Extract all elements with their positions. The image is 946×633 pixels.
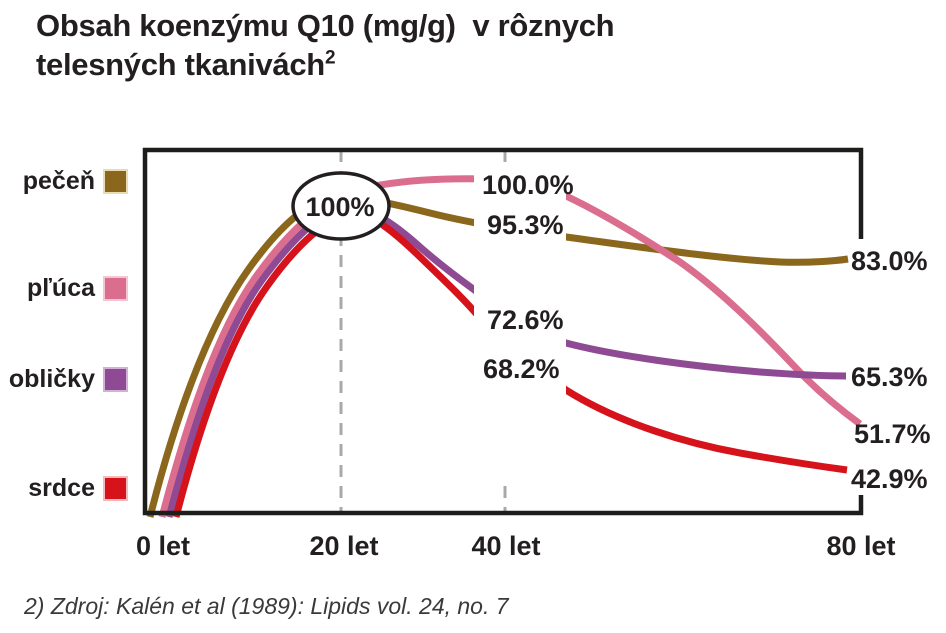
legend-item-oblicky: obličky: [0, 364, 128, 393]
plot-border: [142, 147, 864, 516]
value-label-pluca-40: 100.0%: [482, 170, 574, 200]
source-footnote: 2) Zdroj: Kalén et al (1989): Lipids vol…: [24, 593, 509, 619]
legend-label-srdce: srdce: [28, 473, 95, 502]
color-swatch-pluca: [103, 275, 128, 301]
value-label-oblicky-40: 72.6%: [487, 305, 564, 335]
x-tick-20let: 20 let: [309, 531, 379, 561]
legend-item-pecen: pečeň: [0, 166, 128, 195]
legend-item-srdce: srdce: [0, 473, 128, 502]
color-swatch-srdce: [103, 475, 128, 501]
chart-title-line2: telesných tkanivách: [36, 47, 325, 82]
chart-title-superscript: 2: [324, 47, 336, 69]
peak-annotation-label: 100%: [305, 192, 375, 222]
value-label-pecen-40: 95.3%: [487, 210, 564, 240]
chart-title: Obsah koenzýmu Q10 (mg/g) v rôznych teles…: [36, 6, 776, 84]
color-swatch-oblicky: [103, 366, 128, 392]
value-label-srdce-80: 42.9%: [851, 464, 928, 494]
series-line-oblicky: [165, 202, 847, 518]
peak-annotation-ellipse: [291, 171, 391, 241]
legend-label-pluca: pľúca: [27, 273, 95, 302]
color-swatch-pecen: [103, 168, 128, 194]
chart-title-line1: Obsah koenzýmu Q10 (mg/g) v rôznych: [36, 8, 615, 43]
value-label-srdce-40: 68.2%: [483, 354, 560, 384]
series-line-pecen: [146, 192, 849, 518]
legend-label-pecen: pečeň: [22, 166, 95, 195]
legend-item-pluca: pľúca: [0, 273, 128, 302]
value-label-oblicky-80: 65.3%: [851, 362, 928, 392]
series-line-srdce: [172, 208, 848, 518]
value-label-pecen-80: 83.0%: [851, 246, 928, 276]
value-label-pluca-80: 51.7%: [854, 419, 931, 449]
legend-label-oblicky: obličky: [8, 364, 95, 393]
x-tick-80let: 80 let: [826, 531, 896, 561]
curve-label-mask: [474, 163, 566, 479]
x-tick-0let: 0 let: [135, 531, 191, 561]
x-tick-40let: 40 let: [471, 531, 541, 561]
